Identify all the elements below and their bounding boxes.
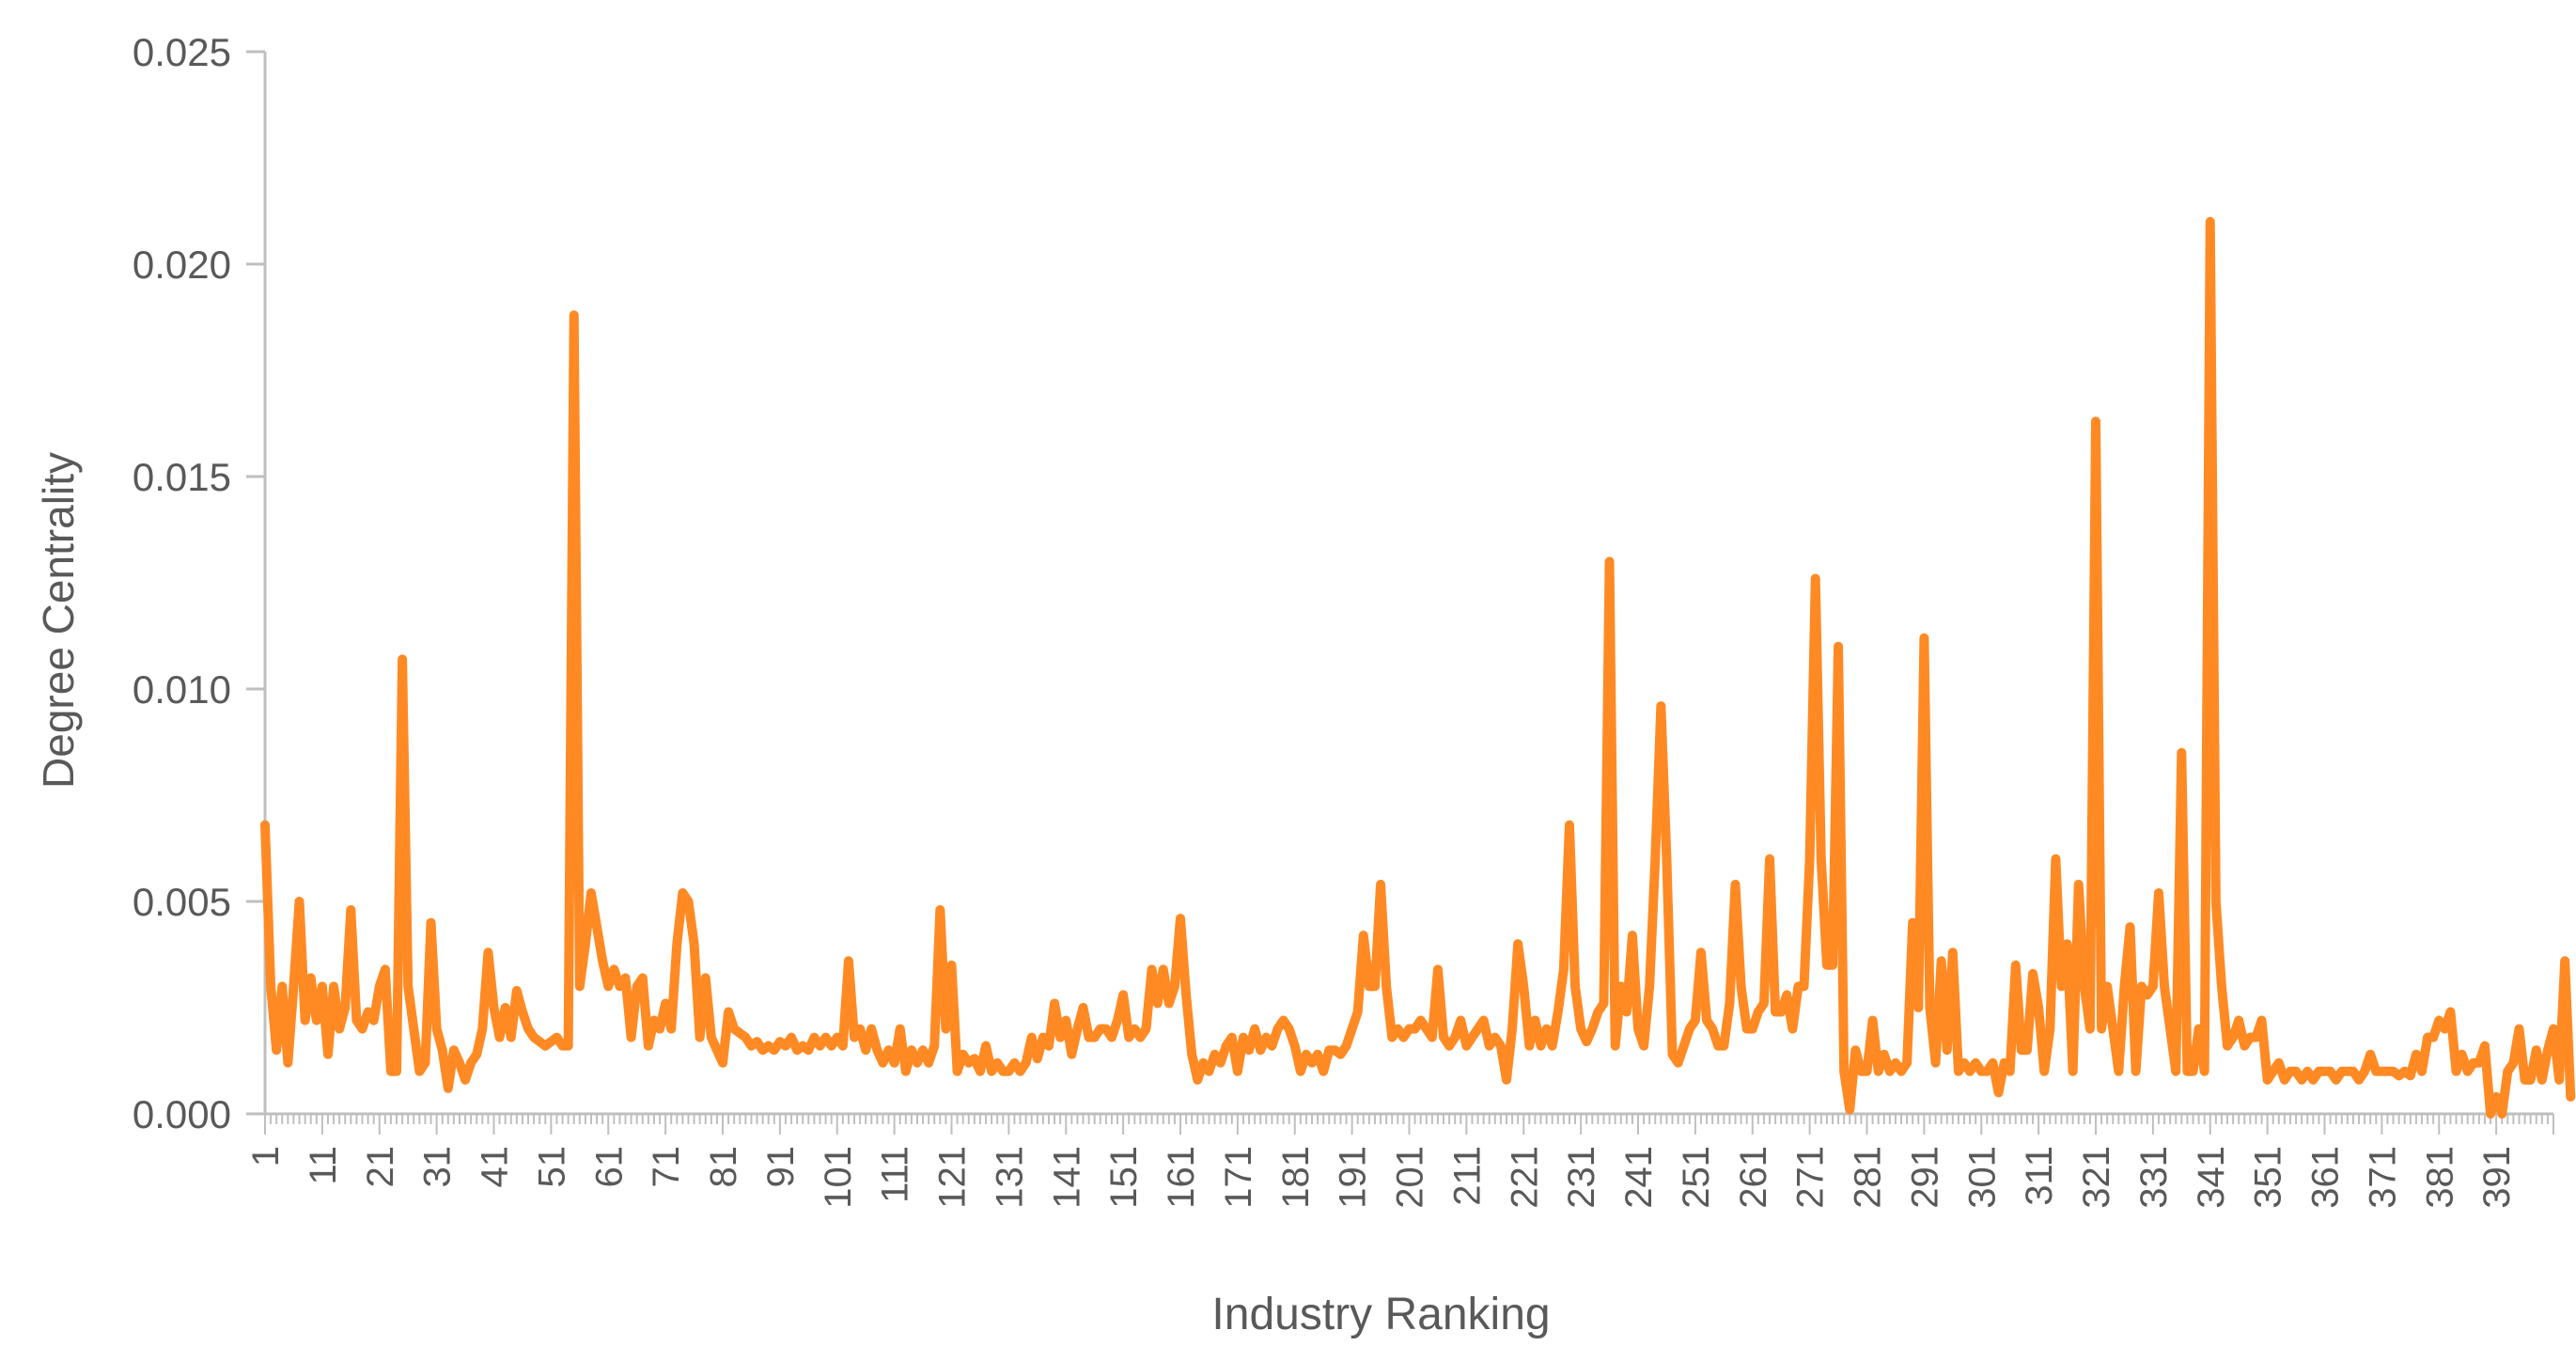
x-tick-label: 341: [2191, 1146, 2232, 1209]
y-tick-label: 0.025: [133, 30, 231, 74]
x-tick-label: 61: [588, 1146, 630, 1188]
x-tick-label: 51: [531, 1146, 572, 1188]
x-tick-label: 71: [646, 1146, 687, 1188]
x-tick-label: 21: [360, 1146, 401, 1188]
x-tick-label: 91: [760, 1146, 802, 1188]
x-tick-label: 231: [1561, 1146, 1602, 1209]
x-tick-label: 161: [1161, 1146, 1202, 1209]
x-tick-label: 331: [2133, 1146, 2175, 1209]
x-tick-label: 101: [818, 1146, 859, 1209]
x-tick-label: 321: [2076, 1146, 2117, 1209]
x-tick-label: 391: [2476, 1146, 2518, 1209]
x-tick-label: 251: [1676, 1146, 1717, 1209]
x-tick-label: 271: [1790, 1146, 1832, 1209]
y-tick-label: 0.000: [133, 1092, 231, 1136]
x-tick-label: 291: [1904, 1146, 1945, 1209]
y-axis: 0.000 0.005 0.010 0.015 0.020 0.025: [133, 30, 267, 1136]
x-tick-label: 151: [1103, 1146, 1145, 1209]
x-tick-label: 381: [2419, 1146, 2460, 1209]
x-tick-label: 81: [703, 1146, 744, 1188]
x-tick-label: 1: [245, 1146, 287, 1166]
series-line: [260, 216, 2576, 1119]
x-tick-label: 111: [875, 1146, 916, 1203]
x-tick-label: 311: [2019, 1146, 2060, 1206]
x-tick-label: 351: [2248, 1146, 2289, 1209]
x-tick-label: 361: [2305, 1146, 2347, 1209]
y-tick-label: 0.020: [133, 243, 231, 287]
series-group: [260, 216, 2576, 1119]
x-tick-label: 261: [1733, 1146, 1774, 1209]
y-tick-label: 0.005: [133, 880, 231, 924]
x-tick-label: 201: [1390, 1146, 1431, 1209]
x-tick-label: 11: [303, 1146, 344, 1185]
x-tick-label: 41: [475, 1146, 516, 1188]
x-tick-label: 31: [417, 1146, 459, 1188]
x-tick-label: 301: [1961, 1146, 2003, 1209]
x-tick-label: 221: [1504, 1146, 1545, 1209]
x-axis-title: Industry Ranking: [1211, 1290, 1550, 1339]
x-tick-label: 171: [1218, 1146, 1259, 1209]
x-tick-label: 191: [1333, 1146, 1374, 1209]
y-axis-title: Degree Centrality: [34, 452, 83, 789]
x-axis: 1 11 21 31 41 51 61 71 81 91 101 111 121 131 141 151 161…: [245, 1112, 2554, 1209]
x-tick-label: 131: [989, 1146, 1030, 1209]
y-tick-label: 0.015: [133, 455, 231, 499]
x-tick-label: 281: [1848, 1146, 1889, 1209]
x-tick-label: 121: [932, 1146, 974, 1209]
x-tick-label: 181: [1275, 1146, 1317, 1209]
x-tick-label: 371: [2362, 1146, 2403, 1209]
x-tick-label: 241: [1618, 1146, 1660, 1209]
y-tick-label: 0.010: [133, 667, 231, 712]
x-tick-label: 141: [1046, 1146, 1087, 1209]
x-tick-label: 211: [1446, 1146, 1488, 1206]
